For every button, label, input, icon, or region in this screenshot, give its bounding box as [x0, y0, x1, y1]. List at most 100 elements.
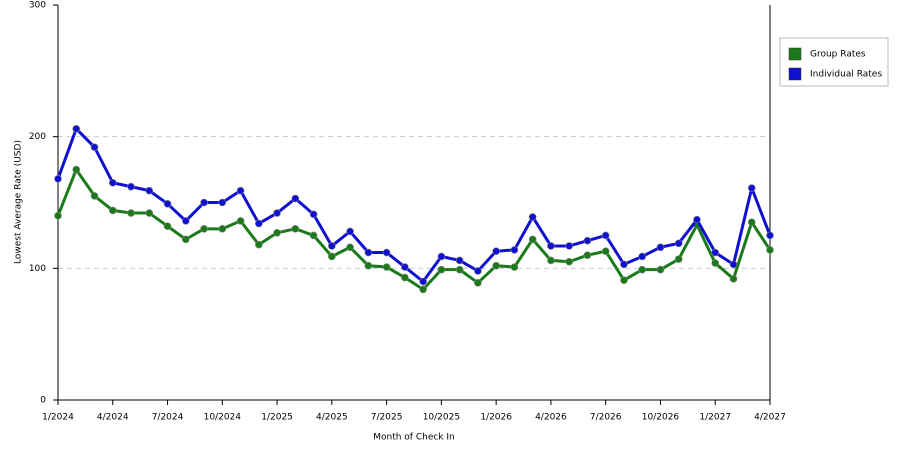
- point: [620, 276, 628, 284]
- y-tick-label: 0: [40, 396, 46, 406]
- point: [273, 228, 281, 237]
- point: [729, 275, 738, 283]
- point: [565, 242, 573, 250]
- x-tick-label: 10/2024: [204, 413, 242, 423]
- point: [54, 211, 62, 220]
- point: [674, 239, 683, 248]
- point: [711, 248, 720, 257]
- point: [108, 206, 117, 215]
- point: [455, 265, 464, 274]
- point: [255, 240, 263, 249]
- point: [163, 222, 172, 230]
- x-tick-label: 4/2025: [316, 413, 348, 423]
- point: [255, 219, 263, 228]
- x-tick-label: 4/2026: [535, 413, 567, 423]
- point: [72, 124, 81, 133]
- point: [583, 251, 592, 259]
- point: [382, 248, 391, 257]
- y-tick-label: 300: [29, 1, 46, 11]
- point: [181, 217, 190, 225]
- legend-label: Individual Rates: [810, 70, 882, 80]
- point: [291, 194, 300, 203]
- x-tick-label: 7/2025: [371, 413, 403, 423]
- point: [90, 192, 99, 200]
- point: [401, 263, 409, 271]
- legend-swatch: [788, 67, 802, 81]
- point: [401, 273, 409, 282]
- point: [528, 213, 537, 221]
- point: [766, 246, 774, 254]
- point: [364, 248, 373, 257]
- point: [711, 259, 720, 267]
- y-tick-label: 200: [29, 132, 46, 142]
- point: [437, 265, 446, 274]
- point: [674, 255, 683, 263]
- series-line: [56, 127, 772, 283]
- point: [364, 261, 373, 270]
- point: [236, 217, 245, 225]
- point: [218, 225, 227, 233]
- x-tick-label: 1/2026: [480, 413, 512, 423]
- point: [510, 246, 519, 254]
- y-tick-label: 100: [29, 264, 46, 274]
- point: [729, 260, 738, 269]
- point: [528, 235, 537, 244]
- x-tick-label: 4/2027: [754, 413, 786, 423]
- point: [601, 247, 610, 256]
- point: [346, 243, 354, 252]
- point: [72, 165, 81, 174]
- point: [108, 178, 117, 187]
- point: [90, 143, 99, 151]
- x-tick-label: 7/2024: [152, 413, 184, 423]
- point: [328, 242, 336, 250]
- point: [309, 210, 318, 219]
- x-tick-label: 1/2027: [699, 413, 731, 423]
- point: [145, 186, 154, 195]
- point: [218, 198, 227, 207]
- point: [474, 279, 482, 287]
- point: [510, 263, 519, 271]
- x-tick-label: 10/2026: [642, 413, 680, 423]
- point: [656, 265, 665, 274]
- point: [419, 285, 427, 294]
- y-axis-label: Lowest Average Rate (USD): [14, 140, 24, 264]
- point: [747, 184, 756, 192]
- point: [638, 252, 647, 261]
- x-tick-label: 10/2025: [423, 413, 460, 423]
- point: [163, 200, 172, 208]
- point: [328, 252, 336, 261]
- point: [656, 243, 665, 252]
- point: [583, 236, 592, 245]
- point: [547, 256, 555, 265]
- point: [181, 235, 190, 244]
- point: [145, 209, 154, 217]
- x-tick-label: 1/2024: [42, 413, 74, 423]
- point: [419, 277, 427, 286]
- point: [382, 263, 391, 271]
- point: [747, 218, 756, 227]
- point: [291, 225, 300, 233]
- point: [236, 186, 245, 195]
- point: [547, 242, 555, 250]
- series-line: [56, 168, 772, 291]
- point: [638, 265, 647, 274]
- point: [492, 261, 500, 270]
- point: [200, 198, 208, 207]
- x-axis-label: Month of Check In: [373, 433, 455, 443]
- point: [200, 225, 208, 233]
- point: [455, 256, 464, 265]
- point: [437, 252, 446, 261]
- point: [127, 182, 135, 191]
- legend-label: Group Rates: [810, 50, 866, 60]
- point: [309, 231, 318, 240]
- point: [620, 260, 628, 269]
- point: [693, 215, 701, 224]
- point: [565, 257, 573, 266]
- point: [492, 247, 500, 256]
- point: [601, 231, 610, 240]
- point: [474, 267, 482, 275]
- x-tick-label: 1/2025: [261, 413, 293, 423]
- point: [127, 209, 135, 217]
- point: [54, 175, 62, 183]
